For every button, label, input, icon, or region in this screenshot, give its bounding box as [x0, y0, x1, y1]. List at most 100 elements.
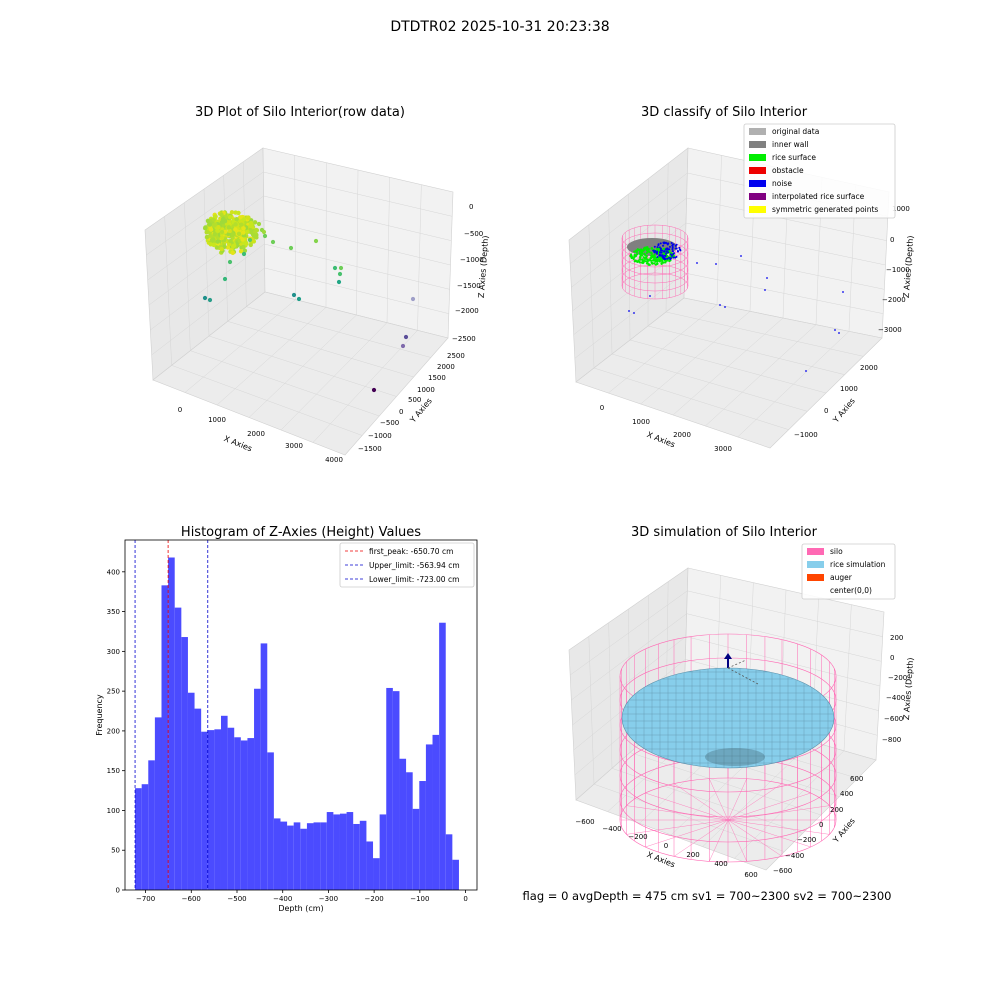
raw-point — [219, 212, 224, 217]
raw-z-ticks: 0 −500 −1000 −1500 −2000 −2500 — [452, 203, 484, 343]
classify-point — [653, 262, 656, 265]
classify-noise-point — [834, 329, 836, 331]
raw-point — [225, 245, 231, 250]
hist-bar — [273, 818, 281, 890]
classify-z-tick: −1000 — [886, 266, 910, 274]
sim-y-tick: 400 — [840, 790, 853, 798]
classify-point — [633, 255, 636, 259]
sim-silo-floor-spoke — [626, 819, 729, 835]
sim-y-ticks: −600 −400 −200 0 200 400 600 — [773, 775, 863, 875]
sim-x-tick: 400 — [714, 860, 727, 868]
sim-y-tick: 0 — [819, 821, 823, 829]
sim-silo-floor-spoke — [673, 819, 729, 857]
raw-y-tick: 500 — [408, 396, 421, 404]
raw-point — [241, 251, 247, 257]
classify-point — [652, 249, 655, 252]
raw-point — [229, 210, 235, 215]
hist-x-tick-label: −100 — [410, 895, 429, 903]
classify-point — [666, 257, 669, 260]
classify-point — [643, 256, 647, 260]
hist-bar — [392, 691, 400, 890]
classify-x-tick: 1000 — [632, 418, 650, 426]
legend-swatch-rice-surface — [749, 154, 766, 161]
classify-y-tick: −1000 — [794, 431, 818, 439]
classify-point — [673, 252, 676, 255]
classify-point — [659, 242, 662, 245]
legend-label-auger: auger — [830, 573, 853, 582]
hist-bar — [168, 557, 175, 890]
legend-label-noise: noise — [772, 179, 792, 188]
hist-legend-label-first-peak: first_peak: -650.70 cm — [369, 547, 453, 556]
raw-point — [332, 265, 338, 271]
raw-point — [219, 246, 224, 252]
sim-z-ticks: 200 0 −200 −400 −600 −800 — [882, 634, 907, 744]
hist-legend-label-upper-limit: Upper_limit: -563.94 cm — [369, 561, 460, 570]
raw-x-tick: 2000 — [247, 430, 265, 438]
classify-y-tick: 2000 — [860, 364, 878, 372]
hist-bar — [181, 637, 188, 890]
classify-point — [646, 246, 649, 249]
hist-bar — [260, 643, 268, 890]
classify-point — [669, 253, 672, 256]
classify-point — [660, 262, 663, 265]
hist-bar — [366, 841, 374, 890]
hist-bar — [194, 708, 202, 890]
classify-point — [640, 254, 644, 257]
grid-line — [734, 750, 845, 859]
raw-point — [337, 271, 343, 277]
classify-point — [649, 256, 653, 259]
raw-point — [296, 296, 302, 302]
raw-point — [226, 225, 231, 230]
sim-auger-arm — [727, 659, 747, 669]
raw-point — [245, 229, 250, 234]
sim-z-tick: −800 — [882, 736, 901, 744]
sim-silo-floor-spoke — [645, 819, 729, 848]
sim-silo-floor-spoke — [727, 819, 811, 848]
classify-point — [653, 259, 656, 262]
classify-legend: original data inner wall rice surface ob… — [743, 123, 896, 219]
raw-point — [410, 296, 416, 302]
hist-x-tick-label: −600 — [182, 895, 201, 903]
raw-point — [236, 231, 242, 236]
classify-point — [632, 257, 635, 261]
raw-y-tick: 0 — [399, 408, 403, 416]
classify-point — [639, 253, 642, 256]
classify-point — [670, 254, 673, 257]
raw-point — [204, 230, 209, 235]
raw-point — [261, 229, 267, 235]
hist-bar — [267, 752, 274, 890]
panel-simulation-3d: 3D simulation of Silo Interior −600 −400… — [568, 525, 915, 879]
grid-line — [312, 330, 418, 443]
classify-z-tick: −3000 — [878, 326, 902, 334]
hist-bars — [135, 557, 459, 890]
classify-point — [639, 248, 643, 251]
classify-point — [665, 252, 668, 255]
figure-suptitle: DTDTR02 2025-10-31 20:23:38 — [390, 19, 609, 35]
hist-bar — [313, 822, 321, 890]
classify-point — [670, 241, 673, 244]
classify-point — [648, 258, 651, 261]
legend-swatch-original-data — [749, 128, 766, 135]
raw-point — [227, 228, 232, 234]
hist-bar — [432, 734, 440, 890]
hist-bar — [187, 692, 195, 890]
raw-x-ticks: 0 1000 2000 3000 4000 — [178, 406, 343, 464]
classify-point — [655, 252, 658, 255]
hist-x-tick-label: −700 — [136, 895, 155, 903]
raw-point — [400, 343, 406, 349]
legend-swatch-obstacle — [749, 167, 766, 174]
classify-point — [636, 260, 640, 263]
classify-point — [671, 250, 674, 253]
sim-silo-floor-spoke — [727, 819, 830, 835]
hist-plot-frame — [124, 539, 478, 891]
hist-y-tick-label: 0 — [116, 887, 120, 895]
hist-y-tick-label: 350 — [107, 608, 120, 616]
classify-z-tick: −2000 — [882, 296, 906, 304]
classify-point — [633, 253, 636, 257]
raw-title: 3D Plot of Silo Interior(row data) — [195, 105, 405, 120]
raw-z-tick: −2000 — [455, 307, 479, 315]
sim-z-tick: 200 — [890, 634, 903, 642]
classify-point — [671, 244, 674, 247]
hist-bar — [386, 687, 393, 890]
